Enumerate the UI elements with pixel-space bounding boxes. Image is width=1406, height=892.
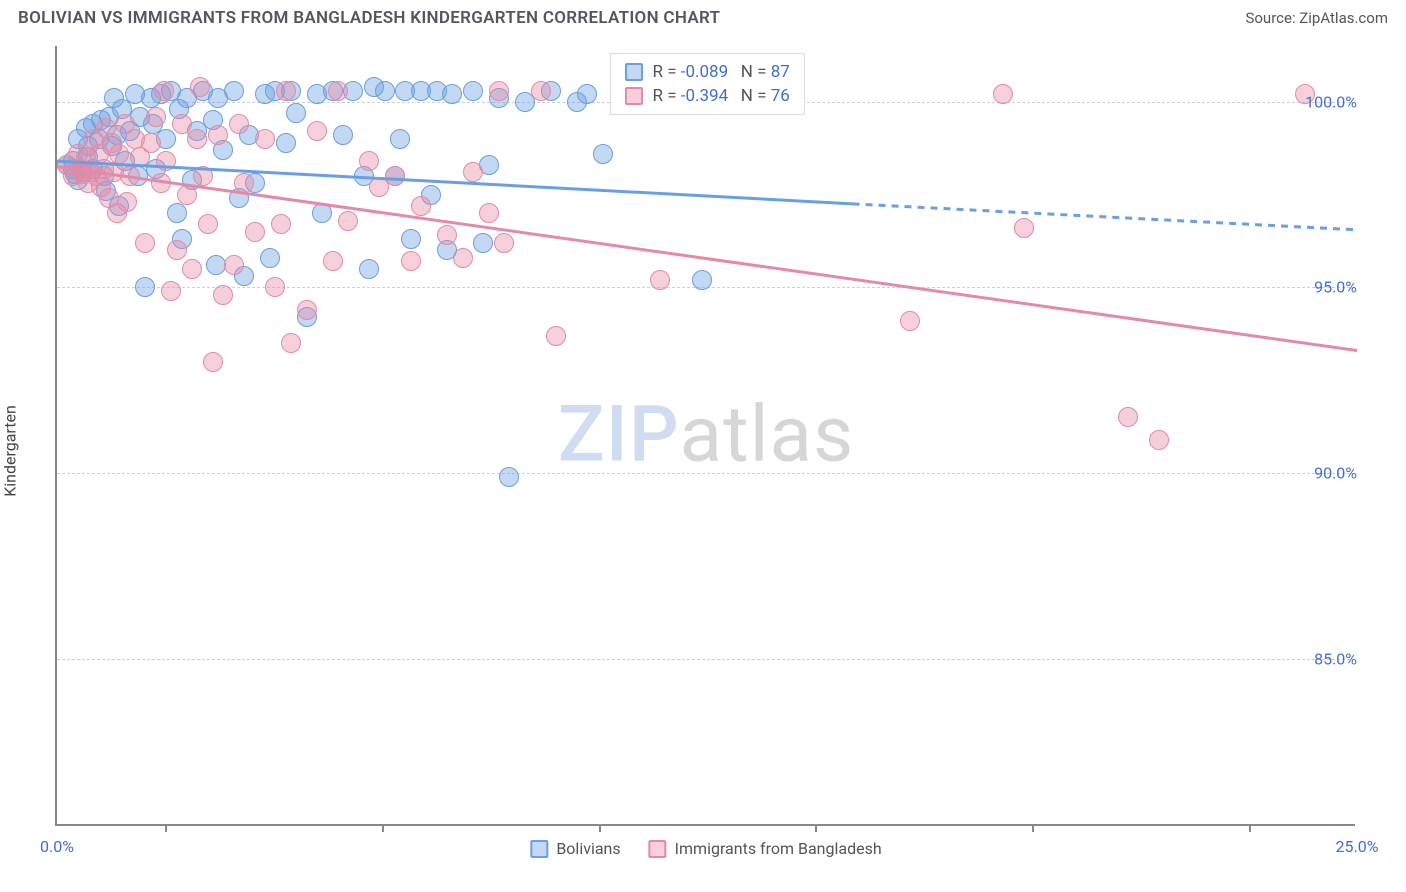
trend-line-dashed <box>853 204 1357 230</box>
stats-box: R = -0.089 N = 87 R = -0.394 N = 76 <box>610 53 805 115</box>
legend-swatch <box>530 840 548 858</box>
x-tick-label: 0.0% <box>40 837 74 856</box>
legend-item: Immigrants from Bangladesh <box>649 839 882 858</box>
trend-line-solid <box>57 167 1357 351</box>
legend-label: Immigrants from Bangladesh <box>675 839 882 858</box>
y-axis-label: Kindergarten <box>1 405 20 497</box>
x-tick-label: 25.0% <box>1336 837 1379 856</box>
chart-container: Kindergarten ZIPatlas 85.0%90.0%95.0%100… <box>0 36 1406 866</box>
chart-title: BOLIVIAN VS IMMIGRANTS FROM BANGLADESH K… <box>18 8 720 28</box>
legend-label: Bolivians <box>556 839 620 858</box>
y-tick-label: 95.0% <box>1314 278 1357 297</box>
legend-swatch <box>649 840 667 858</box>
trend-lines <box>57 46 1357 826</box>
y-tick-label: 100.0% <box>1305 92 1357 111</box>
stats-row: R = -0.394 N = 76 <box>625 86 790 106</box>
legend-swatch <box>625 87 643 105</box>
bottom-legend: Bolivians Immigrants from Bangladesh <box>530 839 881 858</box>
stats-row: R = -0.089 N = 87 <box>625 62 790 82</box>
legend-swatch <box>625 63 643 81</box>
legend-item: Bolivians <box>530 839 620 858</box>
stats-text: R = -0.394 N = 76 <box>653 86 790 106</box>
y-tick-label: 85.0% <box>1314 649 1357 668</box>
stats-text: R = -0.089 N = 87 <box>653 62 790 82</box>
y-tick-label: 90.0% <box>1314 464 1357 483</box>
plot-area: ZIPatlas 85.0%90.0%95.0%100.0%0.0%25.0%R… <box>55 46 1355 826</box>
source-attribution: Source: ZipAtlas.com <box>1245 9 1388 27</box>
